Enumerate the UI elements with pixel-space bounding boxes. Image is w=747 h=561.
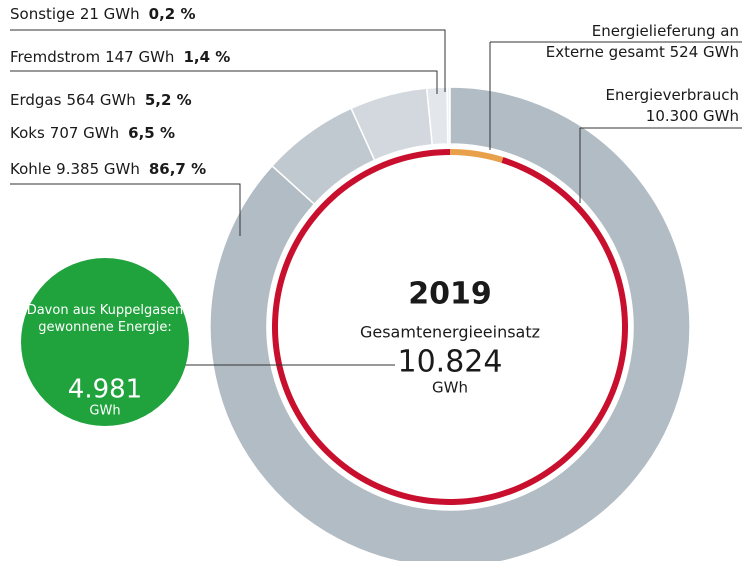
segment	[425, 86, 449, 146]
label-name: Energielieferung an Externe gesamt	[545, 22, 739, 61]
segment	[350, 87, 434, 162]
label: Energielieferung an Externe gesamt 524 G…	[539, 21, 739, 63]
callout-circle	[21, 258, 189, 426]
label: Energieverbrauch 10.300 GWh	[539, 85, 739, 127]
value-label: 564 GWh	[66, 91, 135, 109]
year: 2019	[408, 277, 492, 312]
labels: Sonstige 21 GWh 0,2 % Fremdstrom 147 GWh 1,4 …	[10, 5, 230, 178]
label-name: Erdgas	[10, 91, 62, 109]
value-label: 10.300 GWh	[645, 107, 739, 125]
label-name: Energieverbrauch	[605, 86, 739, 104]
label: Kohle 9.385 GWh 86,7 %	[10, 160, 206, 178]
segment	[209, 86, 691, 561]
segment	[270, 107, 376, 206]
label: Koks 707 GWh 6,5 %	[10, 124, 175, 142]
value-label: 147 GWh	[105, 48, 174, 66]
rings	[209, 86, 691, 561]
subtitle: Gesamtenergieeinsatz	[360, 323, 540, 342]
callout-unit: GWh	[89, 404, 120, 419]
label-name: Fremdstrom	[10, 48, 100, 66]
label: Fremdstrom 147 GWh 1,4 %	[10, 48, 230, 66]
percent-label: 86,7 %	[149, 160, 206, 178]
callout-text: Davon aus Kuppelgasen gewonnene Energie:	[26, 303, 184, 335]
leader-line	[10, 183, 241, 236]
value-label: 524 GWh	[669, 43, 739, 61]
value-label: 707 GWh	[50, 124, 119, 142]
label-name: Sonstige	[10, 5, 75, 23]
total-unit: GWh	[432, 379, 468, 397]
value-label: 21 GWh	[80, 5, 140, 23]
label-name: Kohle	[10, 160, 51, 178]
leader-line	[10, 70, 438, 94]
total: 10.824	[398, 345, 503, 380]
percent-label: 5,2 %	[145, 91, 192, 109]
label: Erdgas 564 GWh 5,2 %	[10, 91, 192, 109]
percent-label: 0,2 %	[149, 5, 196, 23]
percent-label: 1,4 %	[183, 48, 230, 66]
leader-line	[10, 29, 446, 92]
label-name: Koks	[10, 124, 45, 142]
segment	[450, 149, 504, 163]
percent-label: 6,5 %	[128, 124, 175, 142]
label: Sonstige 21 GWh 0,2 %	[10, 5, 195, 23]
value-label: 9.385 GWh	[56, 160, 140, 178]
callout-value: 4.981	[68, 375, 142, 405]
